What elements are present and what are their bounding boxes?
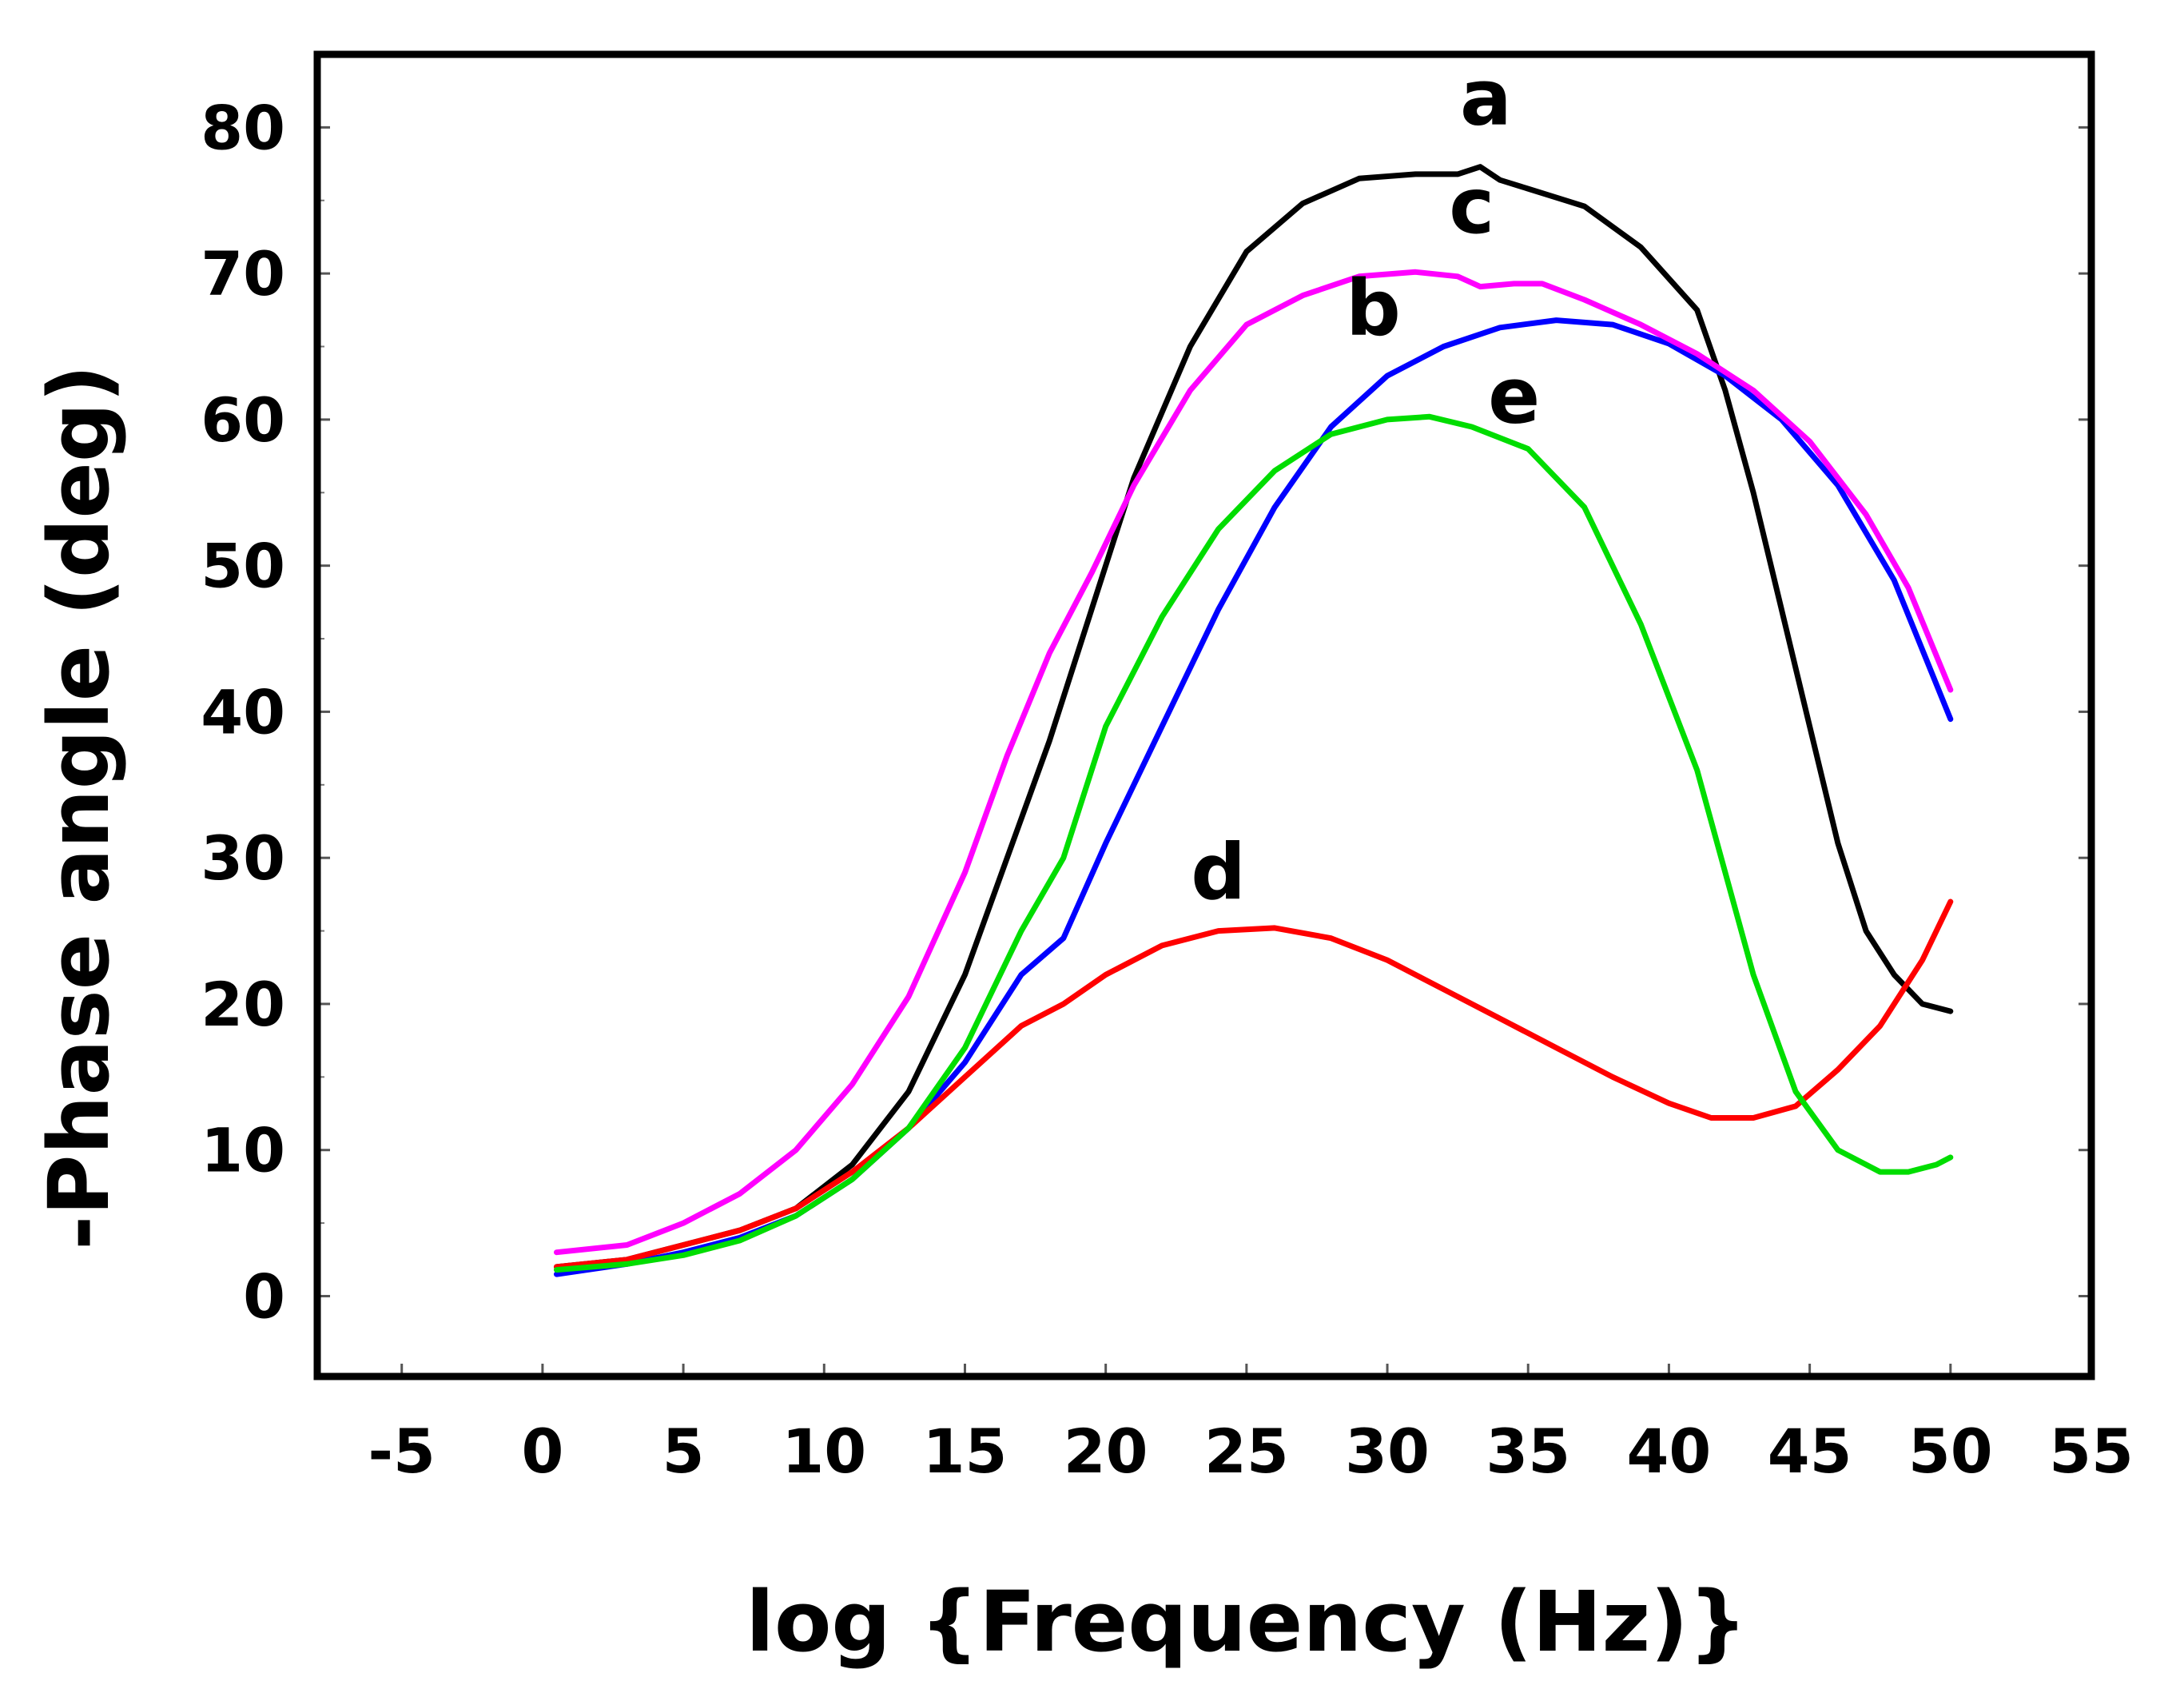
series-line-c xyxy=(554,269,1954,1256)
y-tick-label: 40 xyxy=(201,676,285,747)
x-tick-label: 35 xyxy=(1486,1416,1570,1487)
x-tick-label: 0 xyxy=(521,1416,563,1487)
y-tick-label: 70 xyxy=(201,238,285,309)
x-tick-label: 50 xyxy=(1908,1416,1993,1487)
x-tick-label: 20 xyxy=(1064,1416,1148,1487)
y-tick-label: 60 xyxy=(201,384,285,456)
x-tick-label: 45 xyxy=(1768,1416,1852,1487)
series-label-d: d xyxy=(1191,827,1246,917)
x-tick-label: 5 xyxy=(662,1416,705,1487)
y-tick-label: 10 xyxy=(201,1115,285,1186)
series-line-d xyxy=(554,898,1954,1270)
x-tick-label: 25 xyxy=(1204,1416,1289,1487)
series-line-a xyxy=(554,164,1954,1270)
series-label-b: b xyxy=(1346,264,1401,353)
y-tick-label: 50 xyxy=(201,531,285,602)
x-tick-label: 30 xyxy=(1345,1416,1430,1487)
series-line-e xyxy=(554,413,1954,1273)
series-label-e: e xyxy=(1488,352,1540,441)
y-tick-label: 80 xyxy=(201,92,285,163)
plot-frame xyxy=(313,50,2095,1380)
y-tick-label: 20 xyxy=(201,969,285,1040)
chart-marks xyxy=(554,164,1954,1277)
x-tick-label: 40 xyxy=(1627,1416,1712,1487)
series-label-c: c xyxy=(1449,161,1494,251)
x-axis-title: log {Frequency (Hz)} xyxy=(746,1573,1747,1671)
y-tick-label: 30 xyxy=(201,823,285,894)
y-tick-label: 0 xyxy=(243,1261,285,1332)
series-label-a: a xyxy=(1460,54,1512,143)
x-tick-label: -5 xyxy=(368,1416,435,1487)
x-tick-label: 10 xyxy=(782,1416,866,1487)
x-tick-label: 15 xyxy=(923,1416,1008,1487)
x-tick-label: 55 xyxy=(2049,1416,2134,1487)
y-axis-title: -Phase angle (deg) xyxy=(30,365,128,1250)
tick-labels: -5 0 5 10 15 20 25 30 35 40 45 50 55 0 10 20 30 40 50 60 70 8… xyxy=(201,54,2134,1487)
